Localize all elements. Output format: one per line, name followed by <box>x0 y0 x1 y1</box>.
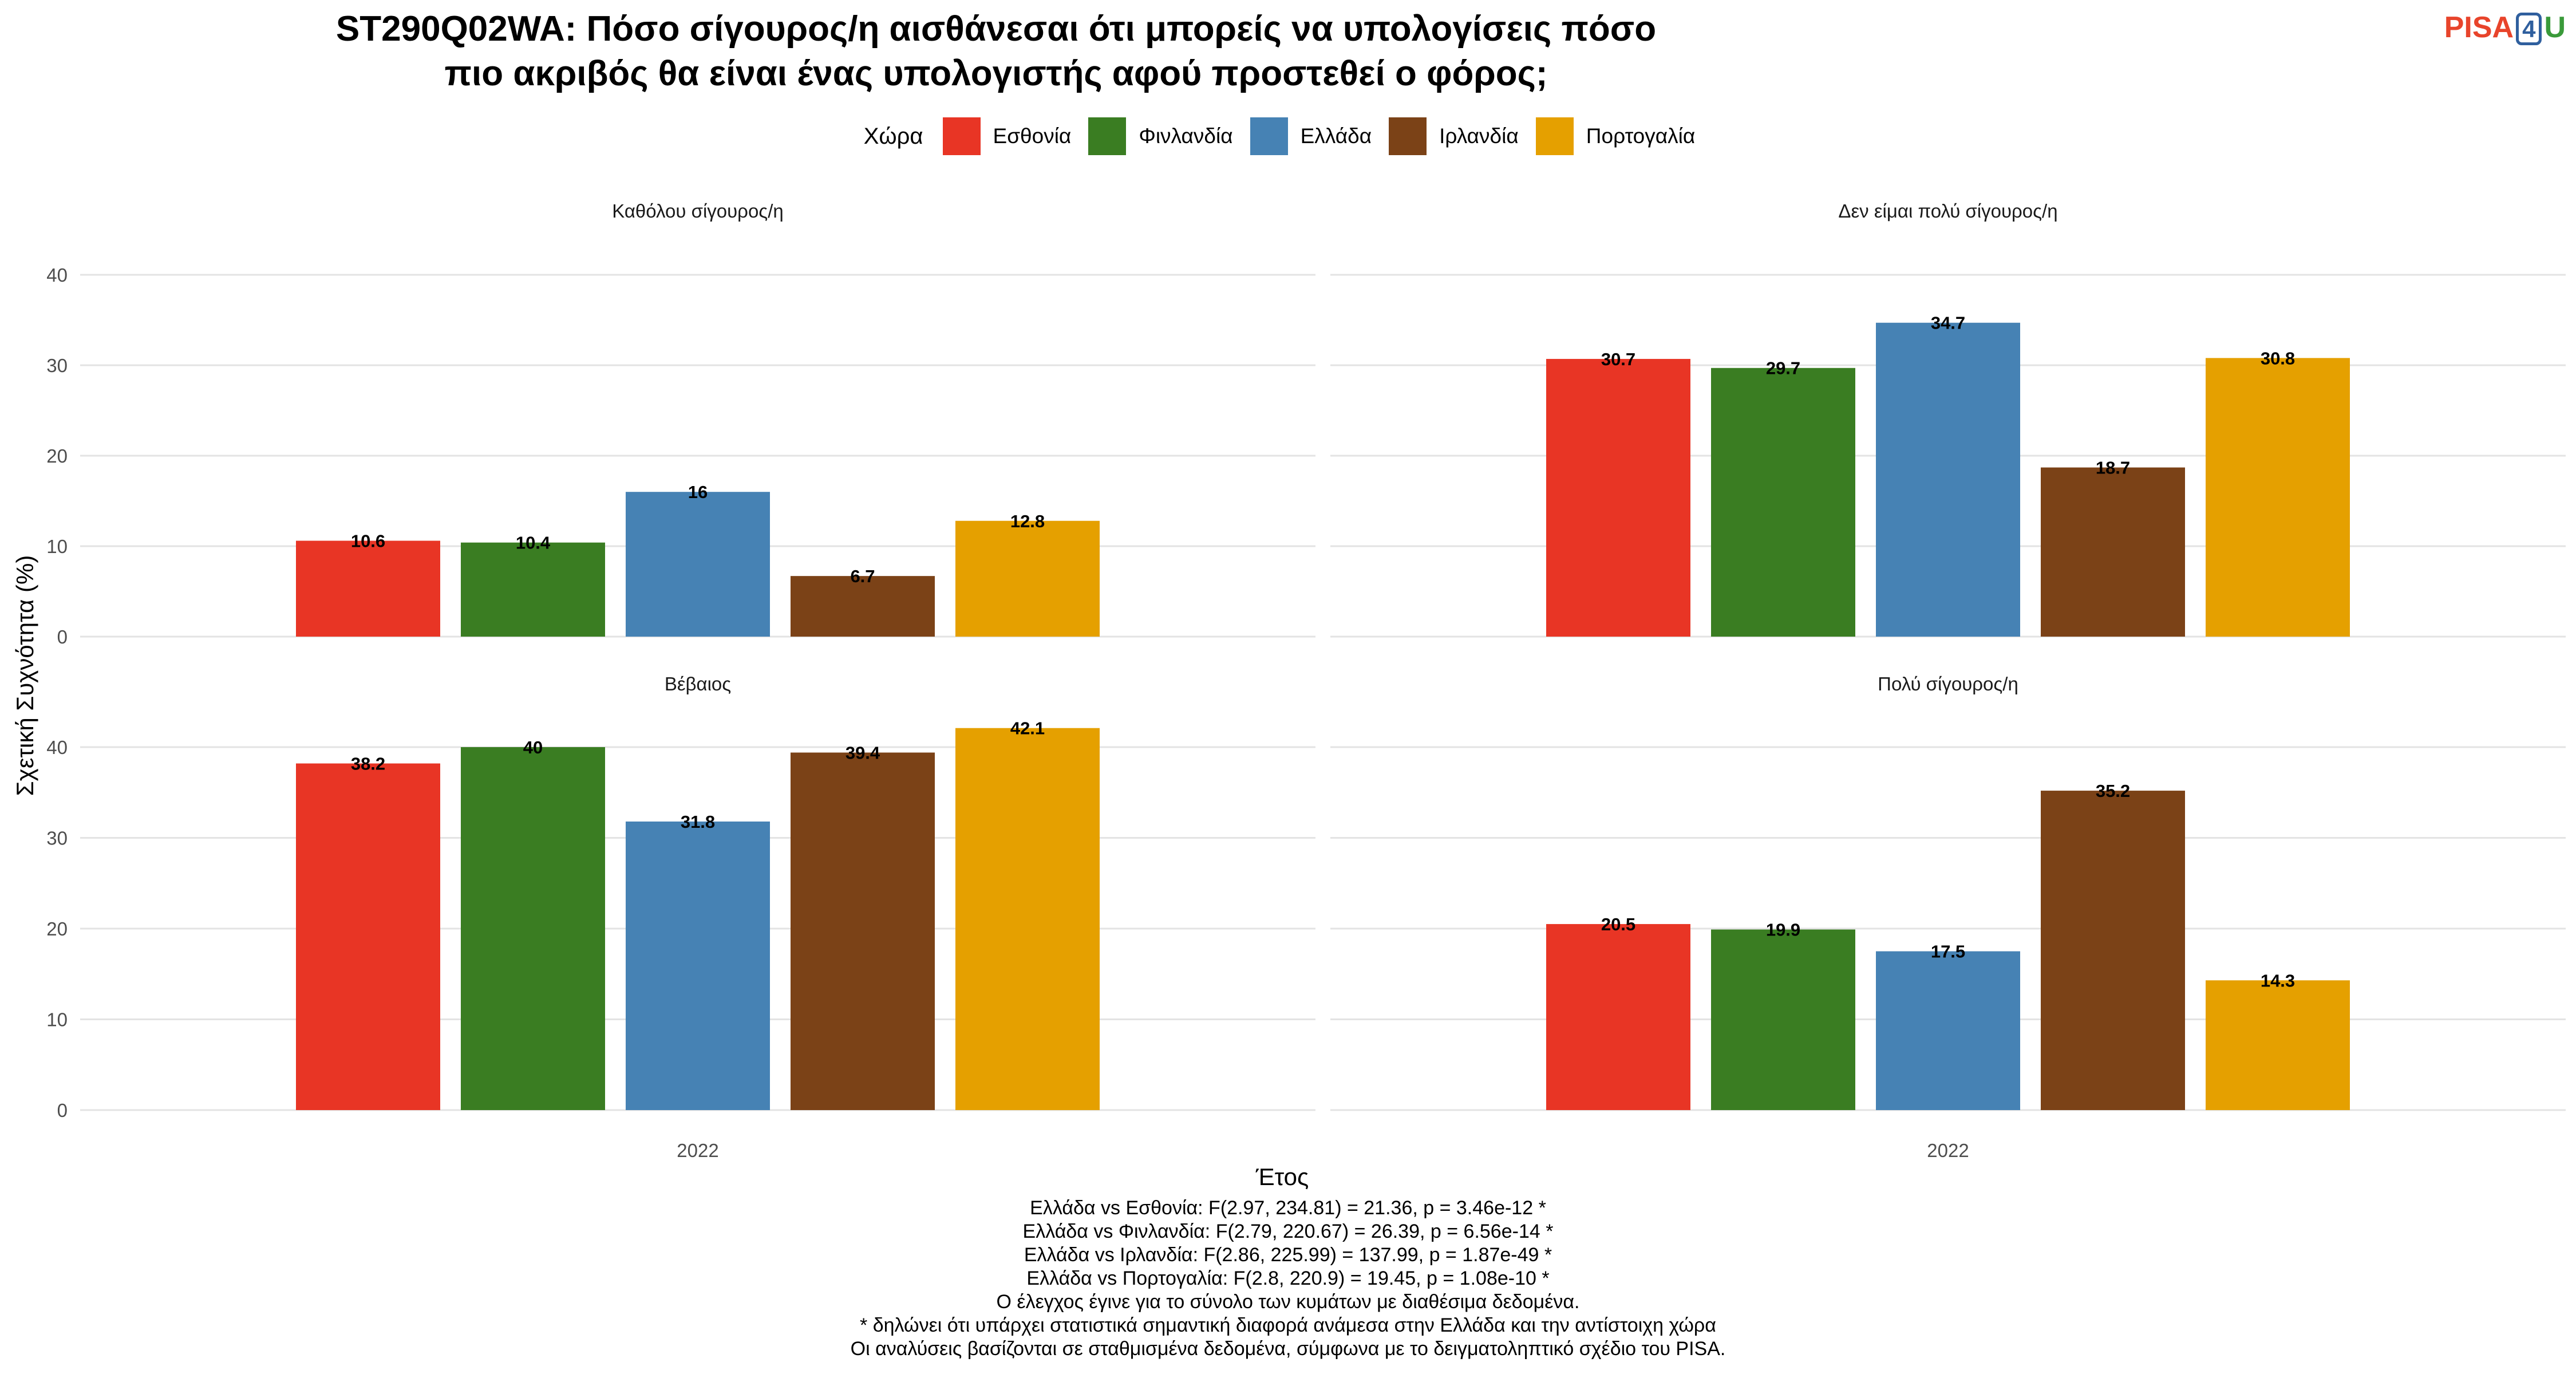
note-line: * δηλώνει ότι υπάρχει στατιστικά σημαντι… <box>860 1314 1716 1336</box>
data-label: 40 <box>523 737 543 757</box>
bar <box>791 576 935 637</box>
note-line: Ο έλεγχος έγινε για το σύνολο των κυμάτω… <box>996 1291 1580 1313</box>
legend-label-finland: Φινλανδία <box>1139 124 1233 148</box>
data-label: 6.7 <box>850 566 875 586</box>
note-line: Ελλάδα vs Ιρλανδία: F(2.86, 225.99) = 13… <box>1024 1244 1552 1266</box>
title-line-1: ST290Q02WA: Πόσο σίγουρος/η αισθάνεσαι ό… <box>335 9 1657 49</box>
bar <box>1876 951 2020 1110</box>
note-line: Οι αναλύσεις βασίζονται σε σταθμισμένα δ… <box>850 1338 1726 1360</box>
statistical-notes: Ελλάδα vs Εσθονία: F(2.97, 234.81) = 21.… <box>0 1197 2576 1361</box>
legend-title: Χώρα <box>863 123 923 149</box>
bar <box>296 763 440 1110</box>
data-label: 42.1 <box>1010 718 1045 739</box>
y-tick-label: 20 <box>46 918 68 939</box>
facet-title: Δεν είμαι πολύ σίγουρος/η <box>1838 200 2057 222</box>
bar <box>2206 980 2350 1110</box>
legend-label-ireland: Ιρλανδία <box>1439 124 1519 148</box>
bar <box>626 492 770 637</box>
y-tick-label: 10 <box>46 536 68 557</box>
data-label: 20.5 <box>1601 914 1635 934</box>
pisa4u-logo: PISA 4 U <box>2444 9 2566 48</box>
bar <box>2206 358 2350 637</box>
bar <box>2041 467 2185 637</box>
data-label: 39.4 <box>846 743 880 763</box>
data-label: 19.9 <box>1766 920 1800 940</box>
bar <box>1876 322 2020 637</box>
y-tick-label: 30 <box>46 355 68 376</box>
legend-label-estonia: Εσθονία <box>993 124 1072 148</box>
bar <box>1546 924 1690 1110</box>
legend-swatch-finland <box>1088 117 1127 155</box>
x-tick-label: 2022 <box>677 1140 718 1161</box>
chart-title: ST290Q02WA: Πόσο σίγουρος/η αισθάνεσαι ό… <box>0 7 1992 96</box>
data-label: 12.8 <box>1010 511 1045 531</box>
y-tick-label: 40 <box>46 264 68 286</box>
title-line-2: πιο ακριβός θα είναι ένας υπολογιστής αφ… <box>444 54 1548 93</box>
y-tick-label: 30 <box>46 828 68 849</box>
bar <box>626 821 770 1110</box>
y-axis-title: Σχετική Συχνότητα (%) <box>11 555 38 796</box>
legend-item-ireland: Ιρλανδία <box>1389 117 1519 155</box>
facet-title: Βέβαιος <box>665 673 731 694</box>
bar <box>1711 929 1855 1110</box>
logo-text-pisa: PISA <box>2444 11 2514 44</box>
bar <box>955 520 1100 637</box>
data-label: 10.4 <box>516 533 551 553</box>
note-line: Ελλάδα vs Πορτογαλία: F(2.8, 220.9) = 19… <box>1026 1268 1550 1289</box>
facet-title: Καθόλου σίγουρος/η <box>612 200 783 222</box>
data-label: 30.7 <box>1601 349 1635 369</box>
legend-label-portugal: Πορτογαλία <box>1586 124 1696 148</box>
legend-swatch-ireland <box>1389 117 1427 155</box>
logo-text-u: U <box>2544 11 2566 44</box>
y-tick-label: 40 <box>46 737 68 758</box>
data-label: 35.2 <box>2096 781 2130 801</box>
data-label: 30.8 <box>2261 348 2295 368</box>
data-label: 34.7 <box>1931 313 1965 333</box>
y-tick-label: 0 <box>57 1100 68 1121</box>
data-label: 14.3 <box>2261 970 2295 990</box>
data-label: 31.8 <box>681 812 715 832</box>
legend-item-portugal: Πορτογαλία <box>1535 117 1696 155</box>
data-label: 10.6 <box>351 531 385 551</box>
legend: Χώρα Εσθονία Φινλανδία Ελλάδα Ιρλανδία Π… <box>0 117 2576 155</box>
legend-item-estonia: Εσθονία <box>942 117 1072 155</box>
bar <box>2041 791 2185 1110</box>
bar <box>1546 358 1690 637</box>
bar <box>791 752 935 1110</box>
data-label: 17.5 <box>1931 942 1965 962</box>
legend-swatch-estonia <box>942 117 981 155</box>
data-label: 16 <box>688 482 708 502</box>
legend-swatch-greece <box>1250 117 1288 155</box>
bar <box>296 540 440 637</box>
bar <box>461 747 605 1110</box>
x-axis-title: Έτος <box>1255 1163 1309 1190</box>
facet-title: Πολύ σίγουρος/η <box>1878 673 2018 694</box>
note-line: Ελλάδα vs Φινλανδία: F(2.79, 220.67) = 2… <box>1022 1221 1554 1242</box>
y-tick-label: 0 <box>57 626 68 647</box>
legend-swatch-portugal <box>1535 117 1574 155</box>
note-line: Ελλάδα vs Εσθονία: F(2.97, 234.81) = 21.… <box>1030 1197 1546 1219</box>
data-label: 29.7 <box>1766 358 1800 378</box>
y-tick-label: 10 <box>46 1009 68 1030</box>
logo-text-four: 4 <box>2516 13 2542 45</box>
bar <box>461 542 605 637</box>
x-tick-label: 2022 <box>1927 1140 1969 1161</box>
legend-item-greece: Ελλάδα <box>1250 117 1372 155</box>
data-label: 38.2 <box>351 754 385 774</box>
bar <box>1711 368 1855 637</box>
legend-label-greece: Ελλάδα <box>1300 124 1372 148</box>
bar <box>955 728 1100 1110</box>
legend-item-finland: Φινλανδία <box>1088 117 1233 155</box>
data-label: 18.7 <box>2096 458 2130 478</box>
y-tick-label: 20 <box>46 445 68 467</box>
